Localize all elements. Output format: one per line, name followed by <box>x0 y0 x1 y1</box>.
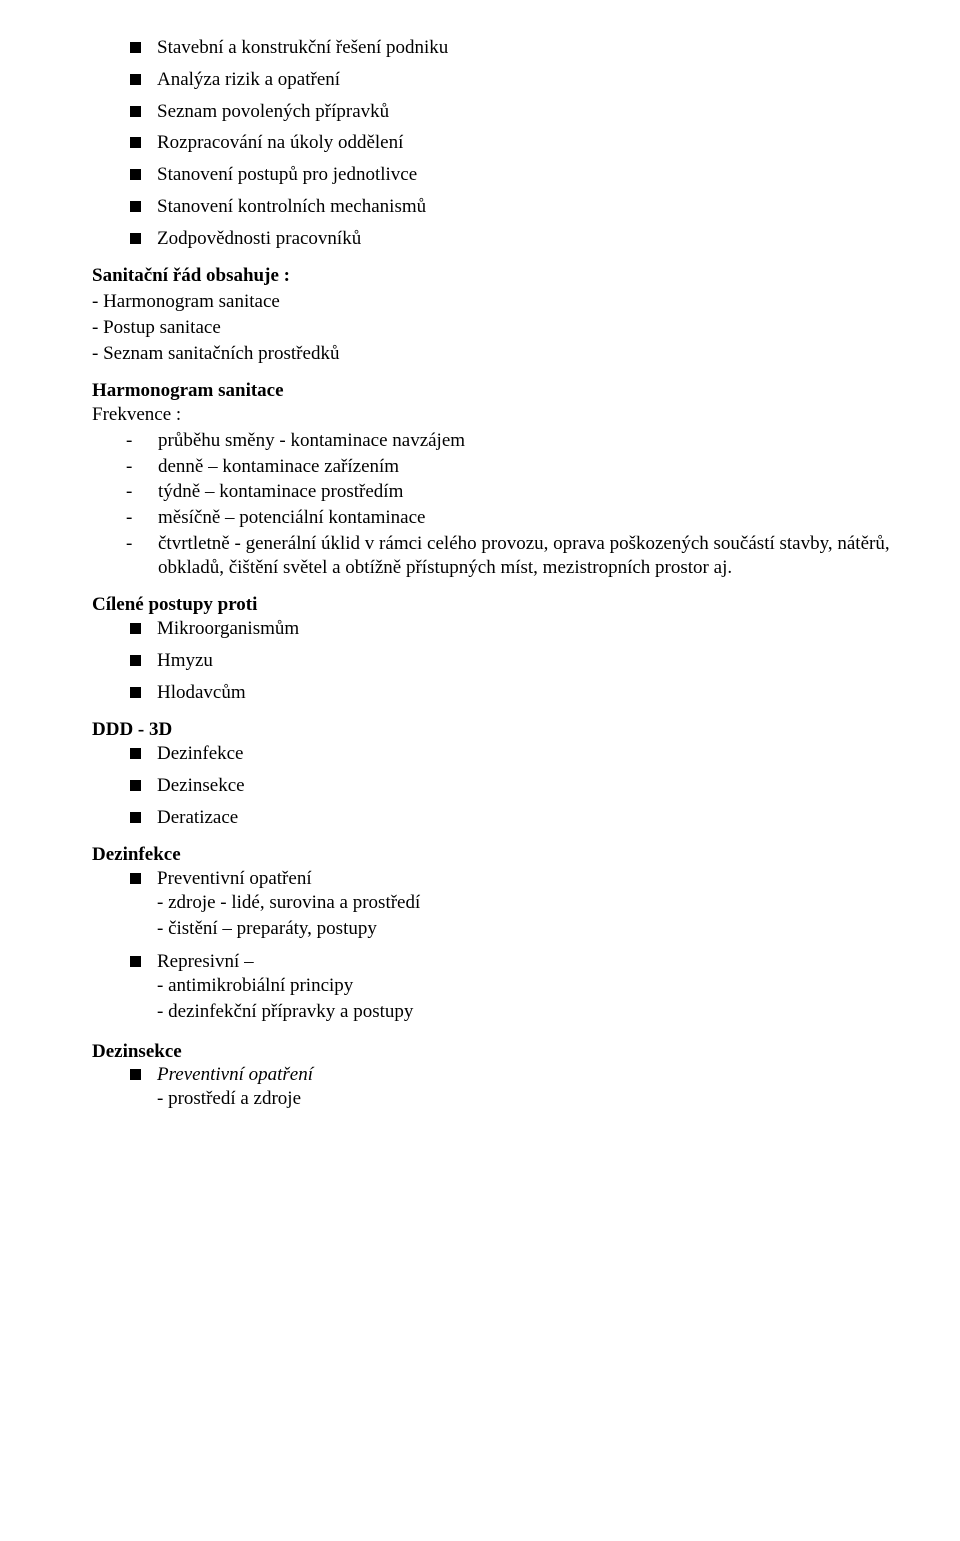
topList-item-text: Rozpracování na úkoly oddělení <box>157 131 900 155</box>
cileneItems-item: Mikroorganismům <box>130 617 900 641</box>
frekvence-item: -měsíčně – potenciální kontaminace <box>92 506 900 530</box>
dezinfekceItems-item-body: Represivní –- antimikrobiální principy- … <box>157 950 900 1025</box>
dash-icon: - <box>126 506 140 530</box>
topList-item-text: Seznam povolených přípravků <box>157 100 900 124</box>
frekvence-label: Frekvence : <box>92 403 900 427</box>
dezinsekceItems-item-body: Preventivní opatření- prostředí a zdroje <box>157 1063 900 1113</box>
dezinsekceItems-item: Preventivní opatření- prostředí a zdroje <box>130 1063 900 1113</box>
square-bullet-icon <box>130 201 141 212</box>
topList-item-text: Stanovení kontrolních mechanismů <box>157 195 900 219</box>
frekvence-item: -průběhu směny - kontaminace navzájem <box>92 429 900 453</box>
sanitacni-line: - Seznam sanitačních prostředků <box>92 342 900 366</box>
dezinfekceItems-item-subline: - zdroje - lidé, surovina a prostředí <box>157 891 900 915</box>
ddd-heading: DDD - 3D <box>92 718 900 742</box>
topList-item: Stanovení kontrolních mechanismů <box>130 195 900 219</box>
sanitacni-line: - Postup sanitace <box>92 316 900 340</box>
cilene-block: Cílené postupy proti Mikroorganismům Hmyz… <box>92 593 900 704</box>
dezinsekce-heading: Dezinsekce <box>92 1040 900 1064</box>
harmonogram-heading: Harmonogram sanitace <box>92 379 900 403</box>
square-bullet-icon <box>130 1069 141 1080</box>
square-bullet-icon <box>130 748 141 759</box>
dddItems-item-text: Deratizace <box>157 806 900 830</box>
topList-item: Seznam povolených přípravků <box>130 100 900 124</box>
topList-item: Zodpovědnosti pracovníků <box>130 227 900 251</box>
dezinsekceItems-item-subline: - prostředí a zdroje <box>157 1087 900 1111</box>
square-bullet-icon <box>130 812 141 823</box>
sanitacni-block: Sanitační řád obsahuje : - Harmonogram s… <box>92 264 900 365</box>
square-bullet-icon <box>130 873 141 884</box>
dezinfekce-block: Dezinfekce Preventivní opatření- zdroje … <box>92 843 900 1025</box>
dezinfekceItems-item-subline: - dezinfekční přípravky a postupy <box>157 1000 900 1024</box>
dezinfekce-list: Preventivní opatření- zdroje - lidé, sur… <box>130 867 900 1026</box>
topList-item-text: Stanovení postupů pro jednotlivce <box>157 163 900 187</box>
dezinfekceItems-item: Preventivní opatření- zdroje - lidé, sur… <box>130 867 900 942</box>
frekvence-item: -denně – kontaminace zařízením <box>92 455 900 479</box>
cileneItems-item-text: Hmyzu <box>157 649 900 673</box>
square-bullet-icon <box>130 780 141 791</box>
dezinfekceItems-item-label: Preventivní opatření <box>157 867 900 891</box>
square-bullet-icon <box>130 623 141 634</box>
dddItems-item-text: Dezinfekce <box>157 742 900 766</box>
cileneItems-item-text: Hlodavcům <box>157 681 900 705</box>
frekvence-item: -čtvrtletně - generální úklid v rámci ce… <box>92 532 900 580</box>
harmonogram-block: Harmonogram sanitace Frekvence : -průběh… <box>92 379 900 579</box>
frekvence-item-text: denně – kontaminace zařízením <box>158 455 900 479</box>
ddd-list: Dezinfekce Dezinsekce Deratizace <box>130 742 900 829</box>
square-bullet-icon <box>130 655 141 666</box>
dash-icon: - <box>126 455 140 479</box>
frekvence-item-text: týdně – kontaminace prostředím <box>158 480 900 504</box>
square-bullet-icon <box>130 687 141 698</box>
ddd-block: DDD - 3D Dezinfekce Dezinsekce Deratizace <box>92 718 900 829</box>
dezinfekceItems-item: Represivní –- antimikrobiální principy- … <box>130 950 900 1025</box>
topList-item-text: Analýza rizik a opatření <box>157 68 900 92</box>
square-bullet-icon <box>130 169 141 180</box>
dddItems-item-text: Dezinsekce <box>157 774 900 798</box>
frekvence-item-text: čtvrtletně - generální úklid v rámci cel… <box>158 532 900 580</box>
dddItems-item: Dezinfekce <box>130 742 900 766</box>
frekvence-item-text: měsíčně – potenciální kontaminace <box>158 506 900 530</box>
top-square-list: Stavební a konstrukční řešení podniku Ana… <box>130 36 900 250</box>
sanitacni-heading: Sanitační řád obsahuje : <box>92 264 900 288</box>
square-bullet-icon <box>130 233 141 244</box>
square-bullet-icon <box>130 956 141 967</box>
dezinfekceItems-item-subline: - čistění – preparáty, postupy <box>157 917 900 941</box>
topList-item: Analýza rizik a opatření <box>130 68 900 92</box>
square-bullet-icon <box>130 137 141 148</box>
topList-item-text: Zodpovědnosti pracovníků <box>157 227 900 251</box>
dash-icon: - <box>126 480 140 504</box>
cileneItems-item-text: Mikroorganismům <box>157 617 900 641</box>
dezinsekceItems-item-label: Preventivní opatření <box>157 1063 900 1087</box>
dash-icon: - <box>126 532 140 556</box>
square-bullet-icon <box>130 106 141 117</box>
frekvence-item-text: průběhu směny - kontaminace navzájem <box>158 429 900 453</box>
cilene-heading: Cílené postupy proti <box>92 593 900 617</box>
dddItems-item: Deratizace <box>130 806 900 830</box>
dezinfekce-heading: Dezinfekce <box>92 843 900 867</box>
topList-item: Rozpracování na úkoly oddělení <box>130 131 900 155</box>
square-bullet-icon <box>130 42 141 53</box>
topList-item: Stanovení postupů pro jednotlivce <box>130 163 900 187</box>
dezinfekceItems-item-subline: - antimikrobiální principy <box>157 974 900 998</box>
square-bullet-icon <box>130 74 141 85</box>
dash-icon: - <box>126 429 140 453</box>
frekvence-item: -týdně – kontaminace prostředím <box>92 480 900 504</box>
topList-item-text: Stavební a konstrukční řešení podniku <box>157 36 900 60</box>
sanitacni-line: - Harmonogram sanitace <box>92 290 900 314</box>
dezinsekce-list: Preventivní opatření- prostředí a zdroje <box>130 1063 900 1113</box>
topList-item: Stavební a konstrukční řešení podniku <box>130 36 900 60</box>
dddItems-item: Dezinsekce <box>130 774 900 798</box>
cilene-list: Mikroorganismům Hmyzu Hlodavcům <box>130 617 900 704</box>
dezinsekce-block: Dezinsekce Preventivní opatření- prostře… <box>92 1040 900 1113</box>
dezinfekceItems-item-label: Represivní – <box>157 950 900 974</box>
dezinfekceItems-item-body: Preventivní opatření- zdroje - lidé, sur… <box>157 867 900 942</box>
frekvence-list: -průběhu směny - kontaminace navzájem-de… <box>92 429 900 580</box>
cileneItems-item: Hmyzu <box>130 649 900 673</box>
cileneItems-item: Hlodavcům <box>130 681 900 705</box>
